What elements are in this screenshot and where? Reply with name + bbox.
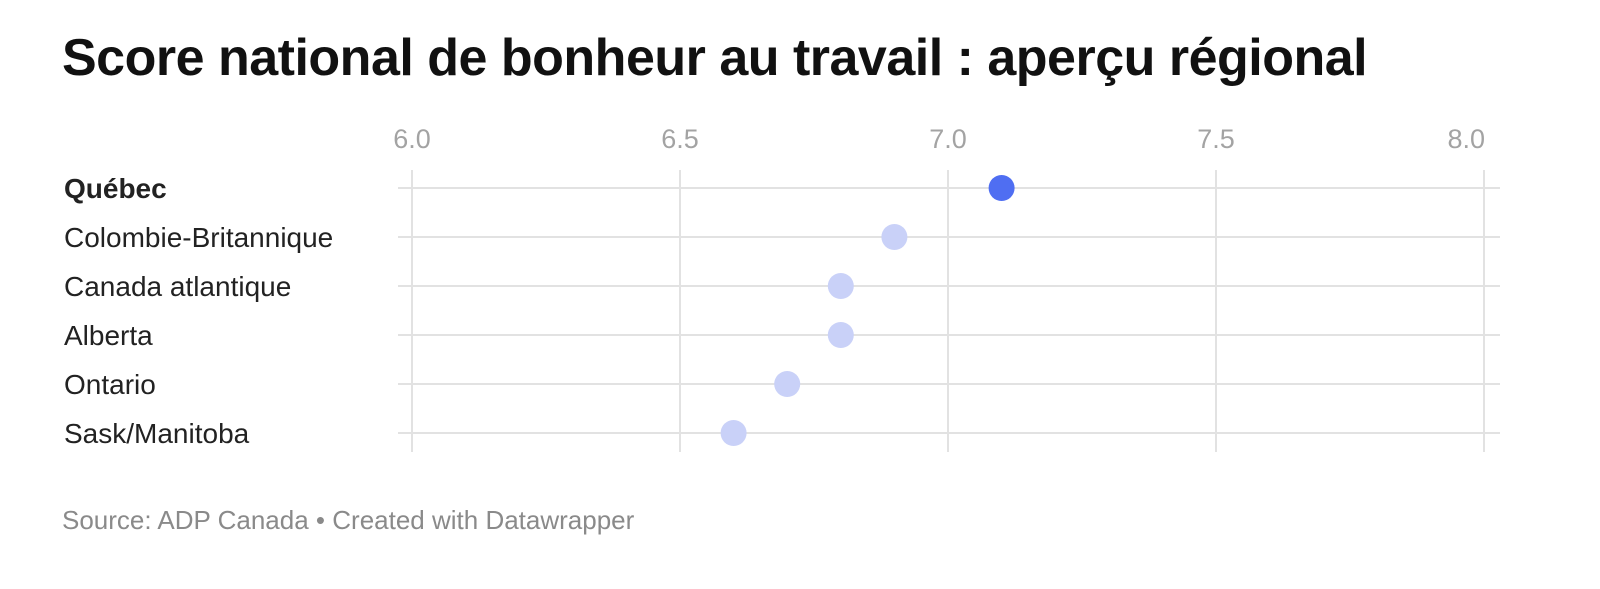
category-label: Ontario: [64, 369, 156, 400]
data-point: [881, 224, 908, 250]
chart-footer: Source: ADP Canada • Created with Datawr…: [62, 505, 634, 536]
data-points: [720, 175, 1015, 446]
x-tick-label: 6.5: [661, 124, 699, 154]
chart-title: Score national de bonheur au travail : a…: [62, 29, 1368, 87]
category-label: Québec: [64, 173, 167, 204]
gridlines: [398, 170, 1500, 452]
category-labels: Québec Colombie-Britannique Canada atlanti…: [64, 173, 333, 449]
x-tick-label: 6.0: [393, 124, 431, 154]
highlighted-data-point: [988, 175, 1015, 201]
data-point: [720, 420, 747, 446]
data-point: [827, 322, 854, 348]
category-label: Alberta: [64, 320, 153, 351]
x-tick-label: 7.0: [929, 124, 967, 154]
data-point: [774, 371, 801, 397]
dot-plot-chart: 6.0 6.5 7.0 7.5 8.0 Québec Colombie-Britanniq…: [64, 124, 1500, 452]
category-label: Sask/Manitoba: [64, 418, 250, 449]
credit-note: Created with Datawrapper: [332, 505, 635, 535]
source-note: Source: ADP Canada: [62, 505, 309, 535]
x-tick-label: 8.0: [1447, 124, 1485, 154]
x-axis-ticks: 6.0 6.5 7.0 7.5 8.0: [393, 124, 1485, 154]
category-label: Canada atlantique: [64, 271, 291, 302]
footer-separator: •: [315, 505, 326, 535]
data-point: [827, 273, 854, 299]
x-tick-label: 7.5: [1197, 124, 1235, 154]
category-label: Colombie-Britannique: [64, 222, 333, 253]
